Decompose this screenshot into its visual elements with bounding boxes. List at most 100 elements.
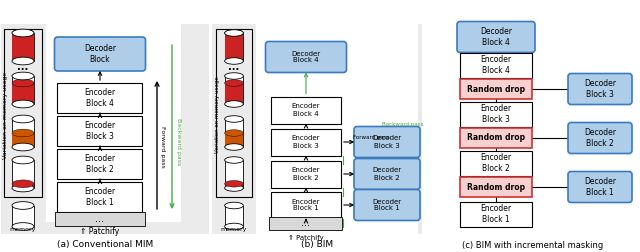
Bar <box>225 184 243 188</box>
Bar <box>460 202 532 227</box>
Bar <box>271 161 341 187</box>
Text: (b) BIM: (b) BIM <box>301 240 333 249</box>
Bar <box>4 29 42 197</box>
Ellipse shape <box>225 116 243 122</box>
Text: ...: ... <box>17 62 29 72</box>
Text: ...: ... <box>301 218 310 229</box>
Ellipse shape <box>12 184 34 192</box>
Bar <box>225 33 243 61</box>
Text: Decoder
Block 2: Decoder Block 2 <box>372 168 401 180</box>
Ellipse shape <box>12 156 34 164</box>
Bar <box>212 24 422 234</box>
Text: memory: memory <box>10 228 36 233</box>
FancyBboxPatch shape <box>54 37 145 71</box>
FancyBboxPatch shape <box>568 172 632 203</box>
Text: Encoder
Block 1: Encoder Block 1 <box>84 187 116 207</box>
FancyBboxPatch shape <box>568 122 632 153</box>
Bar <box>216 29 252 197</box>
Bar <box>271 192 341 218</box>
Text: Decoder
Block 1: Decoder Block 1 <box>584 177 616 197</box>
Text: Decoder
Block 4: Decoder Block 4 <box>480 27 512 47</box>
Bar <box>428 24 638 234</box>
Text: Decoder
Block 2: Decoder Block 2 <box>584 128 616 148</box>
Ellipse shape <box>225 144 243 150</box>
Text: Encoder
Block 1: Encoder Block 1 <box>292 199 320 211</box>
Ellipse shape <box>225 73 243 79</box>
Text: ...: ... <box>228 62 239 72</box>
Text: Forward pass: Forward pass <box>353 135 390 140</box>
Bar <box>12 184 34 188</box>
Ellipse shape <box>225 157 243 163</box>
Bar <box>12 133 34 147</box>
FancyBboxPatch shape <box>354 190 420 220</box>
Text: (a) Conventional MIM: (a) Conventional MIM <box>57 240 153 249</box>
Bar <box>460 128 532 148</box>
Ellipse shape <box>12 143 34 151</box>
Text: Decoder
Block 4: Decoder Block 4 <box>291 50 321 64</box>
FancyBboxPatch shape <box>568 74 632 105</box>
Bar <box>12 205 34 227</box>
Text: Encoder
Block 2: Encoder Block 2 <box>84 154 116 174</box>
Bar <box>460 52 532 78</box>
Bar <box>225 33 243 61</box>
Bar <box>460 177 532 197</box>
Text: Variation on memory usage: Variation on memory usage <box>215 77 220 153</box>
Text: Encoder
Block 3: Encoder Block 3 <box>292 136 320 148</box>
Bar <box>12 160 34 188</box>
Text: Backward pass: Backward pass <box>382 122 424 128</box>
Ellipse shape <box>225 130 243 136</box>
Ellipse shape <box>12 79 34 87</box>
Ellipse shape <box>12 180 34 188</box>
Text: (c) BIM with incremental masking: (c) BIM with incremental masking <box>462 240 604 249</box>
Bar <box>271 129 341 155</box>
Bar <box>12 76 34 104</box>
Text: Decoder
Block 3: Decoder Block 3 <box>584 79 616 99</box>
Ellipse shape <box>12 223 34 230</box>
Bar <box>269 217 342 230</box>
Bar <box>225 205 243 227</box>
Text: ⇑ Patchify: ⇑ Patchify <box>288 235 324 241</box>
FancyBboxPatch shape <box>354 159 420 190</box>
Ellipse shape <box>225 30 243 36</box>
Ellipse shape <box>225 30 243 36</box>
Bar <box>460 102 532 127</box>
Bar <box>58 149 143 179</box>
Text: memory: memory <box>221 228 247 233</box>
Bar <box>12 83 34 104</box>
Bar <box>58 182 143 212</box>
Ellipse shape <box>12 72 34 80</box>
Ellipse shape <box>225 58 243 64</box>
Ellipse shape <box>12 129 34 137</box>
Ellipse shape <box>12 29 34 37</box>
Text: Encoder
Block 4: Encoder Block 4 <box>292 104 320 116</box>
Ellipse shape <box>225 101 243 107</box>
Text: Decoder
Block: Decoder Block <box>84 44 116 64</box>
Text: Random drop: Random drop <box>467 134 525 142</box>
Text: Random drop: Random drop <box>467 84 525 93</box>
Text: ⇑ Patchify: ⇑ Patchify <box>81 228 120 236</box>
Text: ...: ... <box>95 213 104 224</box>
Bar <box>12 119 34 147</box>
Text: Encoder
Block 4: Encoder Block 4 <box>481 55 511 75</box>
Text: Backward pass: Backward pass <box>175 118 180 166</box>
Bar <box>58 116 143 146</box>
Ellipse shape <box>225 223 243 230</box>
Text: Encoder
Block 2: Encoder Block 2 <box>481 153 511 173</box>
Bar <box>460 79 532 99</box>
Ellipse shape <box>225 180 243 187</box>
Text: Encoder
Block 3: Encoder Block 3 <box>481 104 511 124</box>
Ellipse shape <box>12 115 34 123</box>
Text: Decoder
Block 1: Decoder Block 1 <box>372 199 401 211</box>
Text: Encoder
Block 2: Encoder Block 2 <box>292 168 320 180</box>
Bar <box>225 83 243 104</box>
Bar <box>225 119 243 147</box>
FancyBboxPatch shape <box>266 42 346 73</box>
Text: Random drop: Random drop <box>467 182 525 192</box>
Bar <box>12 33 34 61</box>
Ellipse shape <box>12 202 34 209</box>
Bar <box>12 33 34 61</box>
Text: Encoder
Block 4: Encoder Block 4 <box>84 88 116 108</box>
Text: Encoder
Block 1: Encoder Block 1 <box>481 204 511 224</box>
Bar <box>46 22 181 222</box>
Text: Decoder
Block 3: Decoder Block 3 <box>372 136 401 148</box>
